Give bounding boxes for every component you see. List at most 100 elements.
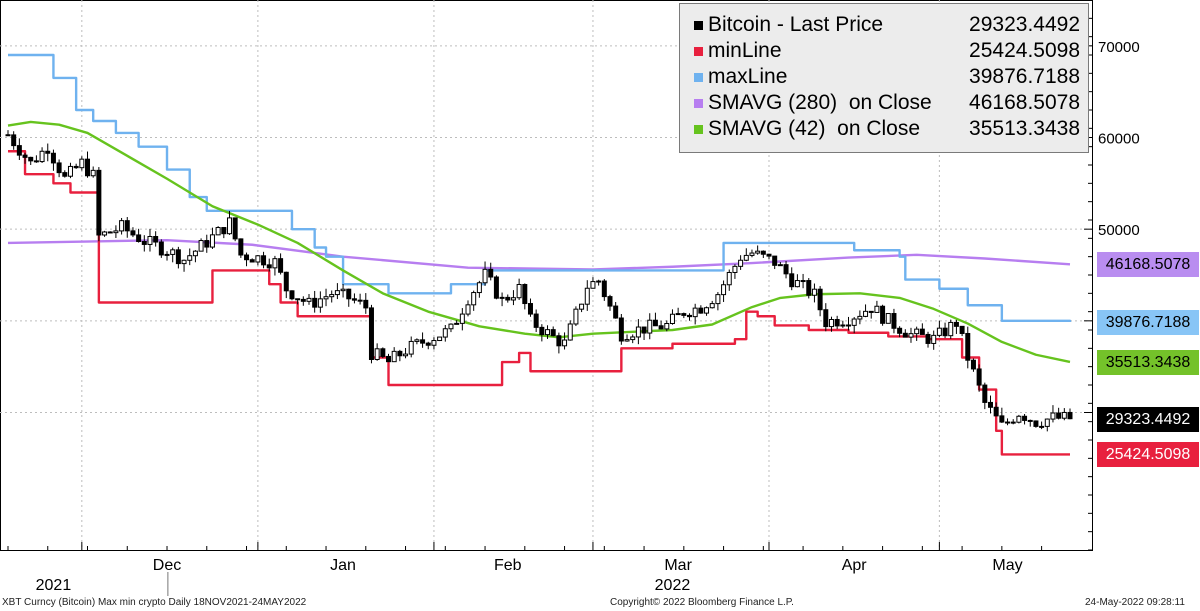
candle-body-up	[669, 313, 675, 325]
legend-label: Bitcoin - Last Price	[708, 13, 884, 36]
candle-body-up	[340, 288, 346, 292]
candle-body-down	[1033, 420, 1039, 427]
candle-body-up	[743, 254, 749, 261]
x-year-label: 2022	[655, 577, 691, 594]
y-tick-label: 50000	[1098, 222, 1140, 239]
candle-body-down	[266, 264, 272, 269]
candle-body-down	[976, 368, 982, 386]
candle-body-down	[999, 415, 1005, 423]
candle-body-up	[334, 290, 340, 296]
price-candles	[5, 130, 1073, 432]
candle-body-down	[50, 152, 56, 164]
candle-body-down	[982, 384, 988, 403]
candle-body-up	[584, 287, 590, 305]
candle-body-down	[800, 280, 806, 283]
candle-body-up	[1044, 418, 1050, 427]
candle-body-up	[692, 307, 698, 318]
candle-body-down	[925, 333, 931, 344]
candle-body-up	[857, 315, 863, 320]
candle-body-down	[601, 280, 607, 298]
x-month-label: Dec	[153, 557, 181, 574]
candle-body-up	[192, 250, 198, 257]
y-tick-label: 70000	[1098, 39, 1140, 56]
candle-body-up	[794, 280, 800, 288]
legend-value: 29323.4492	[969, 13, 1080, 36]
candle-body-up	[1039, 425, 1045, 428]
candle-body-up	[272, 258, 278, 269]
candle-body-up	[437, 336, 443, 342]
candle-body-down	[959, 325, 965, 334]
candle-body-down	[613, 305, 619, 319]
candle-body-down	[33, 160, 39, 163]
candle-body-down	[891, 313, 897, 329]
candle-body-up	[226, 217, 232, 235]
candle-body-down	[902, 332, 908, 338]
candle-body-down	[386, 355, 392, 363]
candle-body-down	[953, 321, 959, 327]
candle-body-down	[62, 172, 68, 177]
candle-body-up	[749, 252, 755, 256]
candle-body-down	[652, 319, 658, 327]
candle-body-down	[124, 220, 130, 232]
legend-value: 39876.7188	[969, 65, 1080, 88]
candle-body-up	[198, 240, 204, 252]
candle-body-down	[970, 359, 976, 370]
candle-body-down	[1010, 421, 1016, 424]
candle-body-up	[630, 336, 636, 341]
candle-body-up	[454, 322, 460, 325]
candle-body-down	[607, 296, 613, 307]
candle-body-up	[329, 294, 335, 298]
value-tag: 46168.5078	[1097, 252, 1199, 278]
candle-body-up	[442, 328, 448, 338]
candle-body-down	[772, 255, 778, 266]
candle-body-up	[459, 313, 465, 324]
candle-body-up	[885, 313, 891, 324]
candle-body-down	[249, 259, 255, 263]
candle-body-up	[863, 310, 869, 317]
legend-label: minLine	[708, 39, 782, 62]
x-year-label: 2021	[36, 577, 72, 594]
candle-body-down	[942, 327, 948, 337]
candle-body-up	[90, 169, 96, 177]
legend-swatch	[694, 20, 703, 30]
y-axis: 50000 60000 70000	[1084, 0, 1140, 551]
legend-value: 46168.5078	[969, 91, 1080, 114]
candle-body-up	[187, 255, 193, 261]
legend-value: 35513.3438	[969, 117, 1080, 140]
candle-body-up	[851, 318, 857, 326]
candle-body-up	[499, 296, 505, 299]
candle-body-down	[846, 324, 852, 327]
value-tag: 35513.3438	[1097, 349, 1199, 375]
candle-body-up	[755, 250, 761, 254]
candle-body-up	[448, 323, 454, 330]
candle-body-up	[39, 150, 45, 163]
candle-body-down	[5, 134, 11, 137]
candle-body-up	[209, 234, 215, 248]
value-tag: 29323.4492	[1097, 406, 1199, 432]
candle-body-down	[22, 154, 28, 158]
candle-body-up	[579, 303, 585, 310]
chart-legend: Bitcoin - Last Price 29323.4492 minLine 254…	[679, 3, 1089, 153]
candle-body-up	[709, 303, 715, 309]
candle-body-down	[11, 134, 17, 147]
footer-copyright: Copyright© 2022 Bloomberg Finance L.P.	[610, 597, 794, 608]
candle-body-up	[181, 259, 187, 265]
candle-body-down	[817, 288, 823, 311]
candle-body-up	[732, 265, 738, 273]
x-month-label: Apr	[842, 557, 868, 574]
candle-body-up	[828, 319, 834, 328]
candle-body-down	[1056, 412, 1062, 419]
candle-body-down	[141, 241, 147, 245]
candle-body-up	[113, 230, 119, 234]
legend-entry: SMAVG (42) on Close 35513.3438	[694, 116, 1080, 142]
candle-body-down	[868, 310, 874, 313]
candle-body-up	[647, 319, 653, 334]
candle-body-down	[363, 299, 369, 309]
x-month-label: Jan	[330, 557, 356, 574]
candle-body-down	[618, 317, 624, 342]
candle-body-down	[244, 254, 250, 261]
candle-body-up	[914, 328, 920, 335]
candle-body-down	[522, 283, 528, 305]
candle-body-down	[425, 342, 431, 346]
candle-body-down	[1067, 411, 1073, 420]
